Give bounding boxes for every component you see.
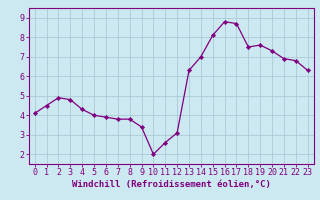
X-axis label: Windchill (Refroidissement éolien,°C): Windchill (Refroidissement éolien,°C) <box>72 180 271 189</box>
